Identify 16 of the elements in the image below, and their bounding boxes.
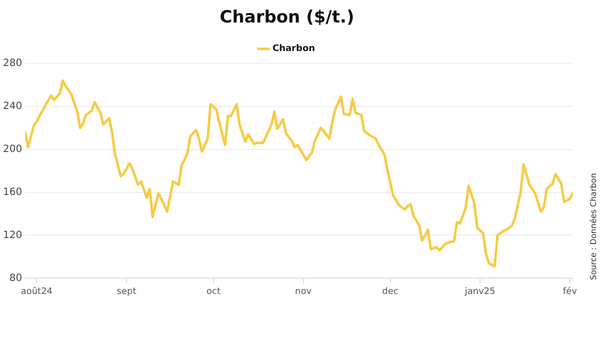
y-tick-label: 200	[2, 144, 22, 155]
x-tick-label: fév	[562, 286, 578, 297]
chart-title: Charbon ($/t.)	[220, 8, 354, 28]
x-tick-label: dec	[382, 286, 398, 297]
x-tick-label: janv25	[464, 286, 496, 297]
y-tick-label: 280	[2, 58, 22, 69]
y-tick-label: 240	[2, 100, 22, 112]
x-tick-label: août24	[20, 286, 53, 297]
y-tick-label: 80	[9, 272, 22, 284]
y-tick-label: 160	[2, 186, 22, 198]
legend-label: Charbon	[272, 44, 316, 54]
source-note: Source : Données Charbon	[589, 172, 598, 280]
y-tick-label: 120	[2, 230, 22, 241]
x-tick-label: oct	[206, 286, 221, 297]
x-tick-label: sept	[116, 286, 137, 297]
x-tick-label: nov	[295, 286, 312, 297]
